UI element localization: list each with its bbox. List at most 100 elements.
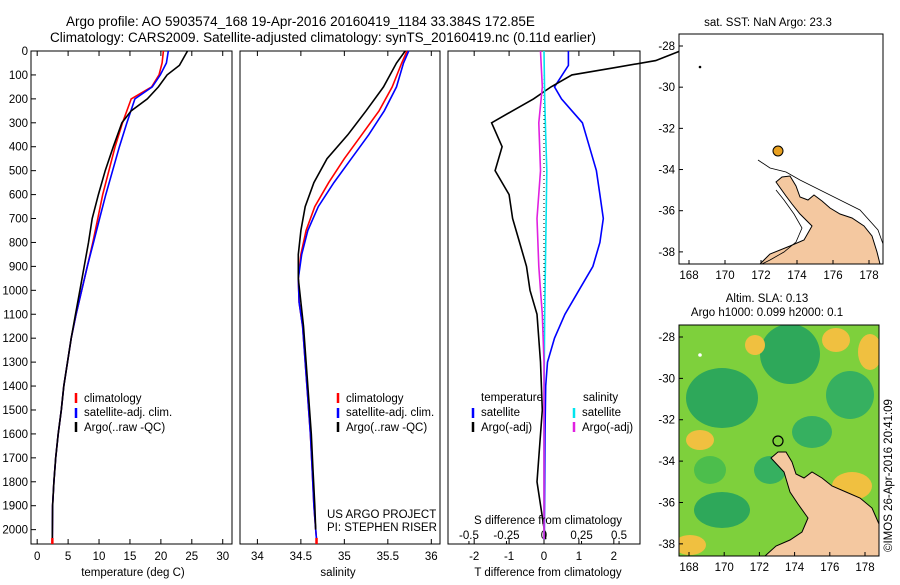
- difference-x2label: S difference from climatology: [474, 515, 622, 527]
- s-tick-label: -0.5: [459, 530, 479, 542]
- map-y-tick-label: -38: [658, 539, 675, 551]
- map-x-tick-label: 168: [679, 562, 698, 574]
- y-tick-label: 1700: [2, 453, 28, 465]
- legend-label-s-argo: Argo(-adj): [582, 422, 633, 434]
- y-tick-label: 600: [9, 190, 28, 202]
- y-tick-label: 1200: [2, 333, 28, 345]
- map-x-tick-label: 178: [859, 270, 878, 282]
- map-y-tick-label: -30: [658, 373, 675, 385]
- x-tick-label: 20: [154, 551, 167, 563]
- x-tick-label: 5: [65, 551, 71, 563]
- x-tick-label: -2: [469, 551, 479, 563]
- series-line-salinity-argo-adj-: [536, 50, 545, 540]
- sst-map-argo-marker: [772, 145, 784, 157]
- pi-label: PI: STEPHEN RISER: [327, 522, 437, 534]
- map-x-tick-label: 176: [820, 562, 839, 574]
- legend-label-satellite: satellite-adj. clim.: [346, 407, 434, 419]
- sla-map-field: [679, 325, 879, 556]
- sla-map-island: [698, 353, 702, 357]
- map-y-tick-label: -34: [658, 165, 675, 177]
- x-tick-label: 2: [611, 551, 617, 563]
- map-x-tick-label: 172: [750, 562, 769, 574]
- s-tick-label: 0.5: [611, 530, 627, 542]
- map-y-tick-label: -38: [658, 247, 675, 259]
- y-tick-label: 1000: [2, 285, 28, 297]
- map-y-tick-label: -28: [658, 41, 675, 53]
- title-line-2: Climatology: CARS2009. Satellite-adjuste…: [50, 30, 596, 45]
- legend-label-t-argo: Argo(-adj): [481, 422, 532, 434]
- difference-legend: temperature salinity satellite Argo(-adj…: [471, 392, 633, 434]
- s-tick-label: 0.25: [570, 530, 592, 542]
- x-tick-label: 10: [93, 551, 106, 563]
- title-line-1: Argo profile: AO 5903574_168 19-Apr-2016…: [66, 14, 535, 29]
- series-line-argo-raw-qc-: [297, 50, 406, 530]
- map-x-tick-label: 170: [715, 562, 734, 574]
- sla-blob: [760, 325, 820, 384]
- sst-map-land: [698, 65, 884, 265]
- map-y-tick-label: -30: [658, 82, 675, 94]
- s-tick-label: -0.25: [493, 530, 519, 542]
- difference-panel: -2 -1 0 1 2-0.5 -0.25 0 0.25 0.5 T difference fr…: [447, 50, 681, 579]
- x-tick-label: 34: [251, 551, 264, 563]
- salinity-xlabel: salinity: [320, 567, 355, 579]
- sla-map-landmass: [764, 451, 879, 556]
- sla-map-argo-marker: [772, 435, 784, 447]
- map-y-tick-label: -32: [658, 415, 675, 427]
- y-tick-label: 1900: [2, 501, 28, 513]
- y-tick-label: 2000: [2, 525, 28, 537]
- sla-blob: [858, 334, 879, 370]
- sla-blob: [792, 416, 832, 448]
- map-x-tick-label: 172: [751, 270, 770, 282]
- x-tick-label: 0: [34, 551, 40, 563]
- sla-blob: [745, 335, 765, 355]
- legend-label-climatology: climatology: [346, 393, 404, 405]
- temperature-panel: 0100200300400500600700800900100011001200…: [2, 46, 233, 579]
- y-tick-label: 900: [9, 261, 28, 273]
- map-x-tick-label: 178: [855, 562, 874, 574]
- map-x-tick-label: 168: [679, 270, 698, 282]
- credit-label: ©IMOS 26-Apr-2016 20:41:09: [883, 399, 895, 552]
- y-tick-label: 200: [9, 94, 28, 106]
- map-y-tick-label: -34: [658, 456, 675, 468]
- sst-map-title: sat. SST: NaN Argo: 23.3: [704, 17, 832, 29]
- y-tick-label: 400: [9, 142, 28, 154]
- legend-label-argo: Argo(..raw -QC): [84, 422, 165, 434]
- sla-blob: [686, 430, 714, 450]
- sst-map: sat. SST: NaN Argo: 23.3 168 170 172 174 176…: [658, 17, 884, 282]
- temperature-xlabel: temperature (deg C): [81, 567, 185, 579]
- legend-label-argo: Argo(..raw -QC): [346, 422, 427, 434]
- y-tick-label: 500: [9, 166, 28, 178]
- sla-map-title-1: Altim. SLA: 0.13: [726, 293, 808, 305]
- y-tick-label: 0: [22, 46, 28, 58]
- sla-blob: [679, 535, 706, 555]
- series-line-temperature-satellite: [543, 51, 605, 540]
- sla-map-title-2: Argo h1000: 0.099 h2000: 0.1: [691, 307, 843, 319]
- x-tick-label: 25: [185, 551, 198, 563]
- y-tick-label: 1100: [3, 309, 28, 321]
- salinity-axes: [239, 50, 441, 545]
- x-tick-label: 36: [425, 551, 438, 563]
- sst-map-island: [698, 65, 702, 69]
- sla-blob: [826, 371, 874, 419]
- legend-label-s-satellite: satellite: [582, 407, 621, 419]
- sla-map: Altim. SLA: 0.13 Argo h1000: 0.099 h2000…: [658, 293, 880, 574]
- project-label: US ARGO PROJECT: [327, 509, 436, 521]
- x-tick-label: 0: [541, 551, 547, 563]
- x-tick-label: 15: [124, 551, 137, 563]
- x-tick-label: 35: [338, 551, 351, 563]
- x-tick-label: 30: [216, 551, 229, 563]
- sla-blob: [686, 368, 758, 428]
- sla-map-axes: [678, 324, 880, 557]
- sla-blob: [822, 328, 850, 352]
- sla-blob: [694, 492, 750, 528]
- difference-xlabel: T difference from climatology: [474, 567, 621, 579]
- map-x-tick-label: 170: [715, 270, 734, 282]
- map-y-tick-label: -36: [658, 497, 675, 509]
- map-y-tick-label: -28: [658, 332, 675, 344]
- salinity-legend: climatology satellite-adj. clim. Argo(..…: [336, 393, 434, 434]
- y-tick-label: 1800: [2, 477, 28, 489]
- map-x-tick-label: 176: [823, 270, 842, 282]
- legend-header-temperature: temperature: [481, 392, 543, 404]
- y-tick-label: 100: [9, 70, 28, 82]
